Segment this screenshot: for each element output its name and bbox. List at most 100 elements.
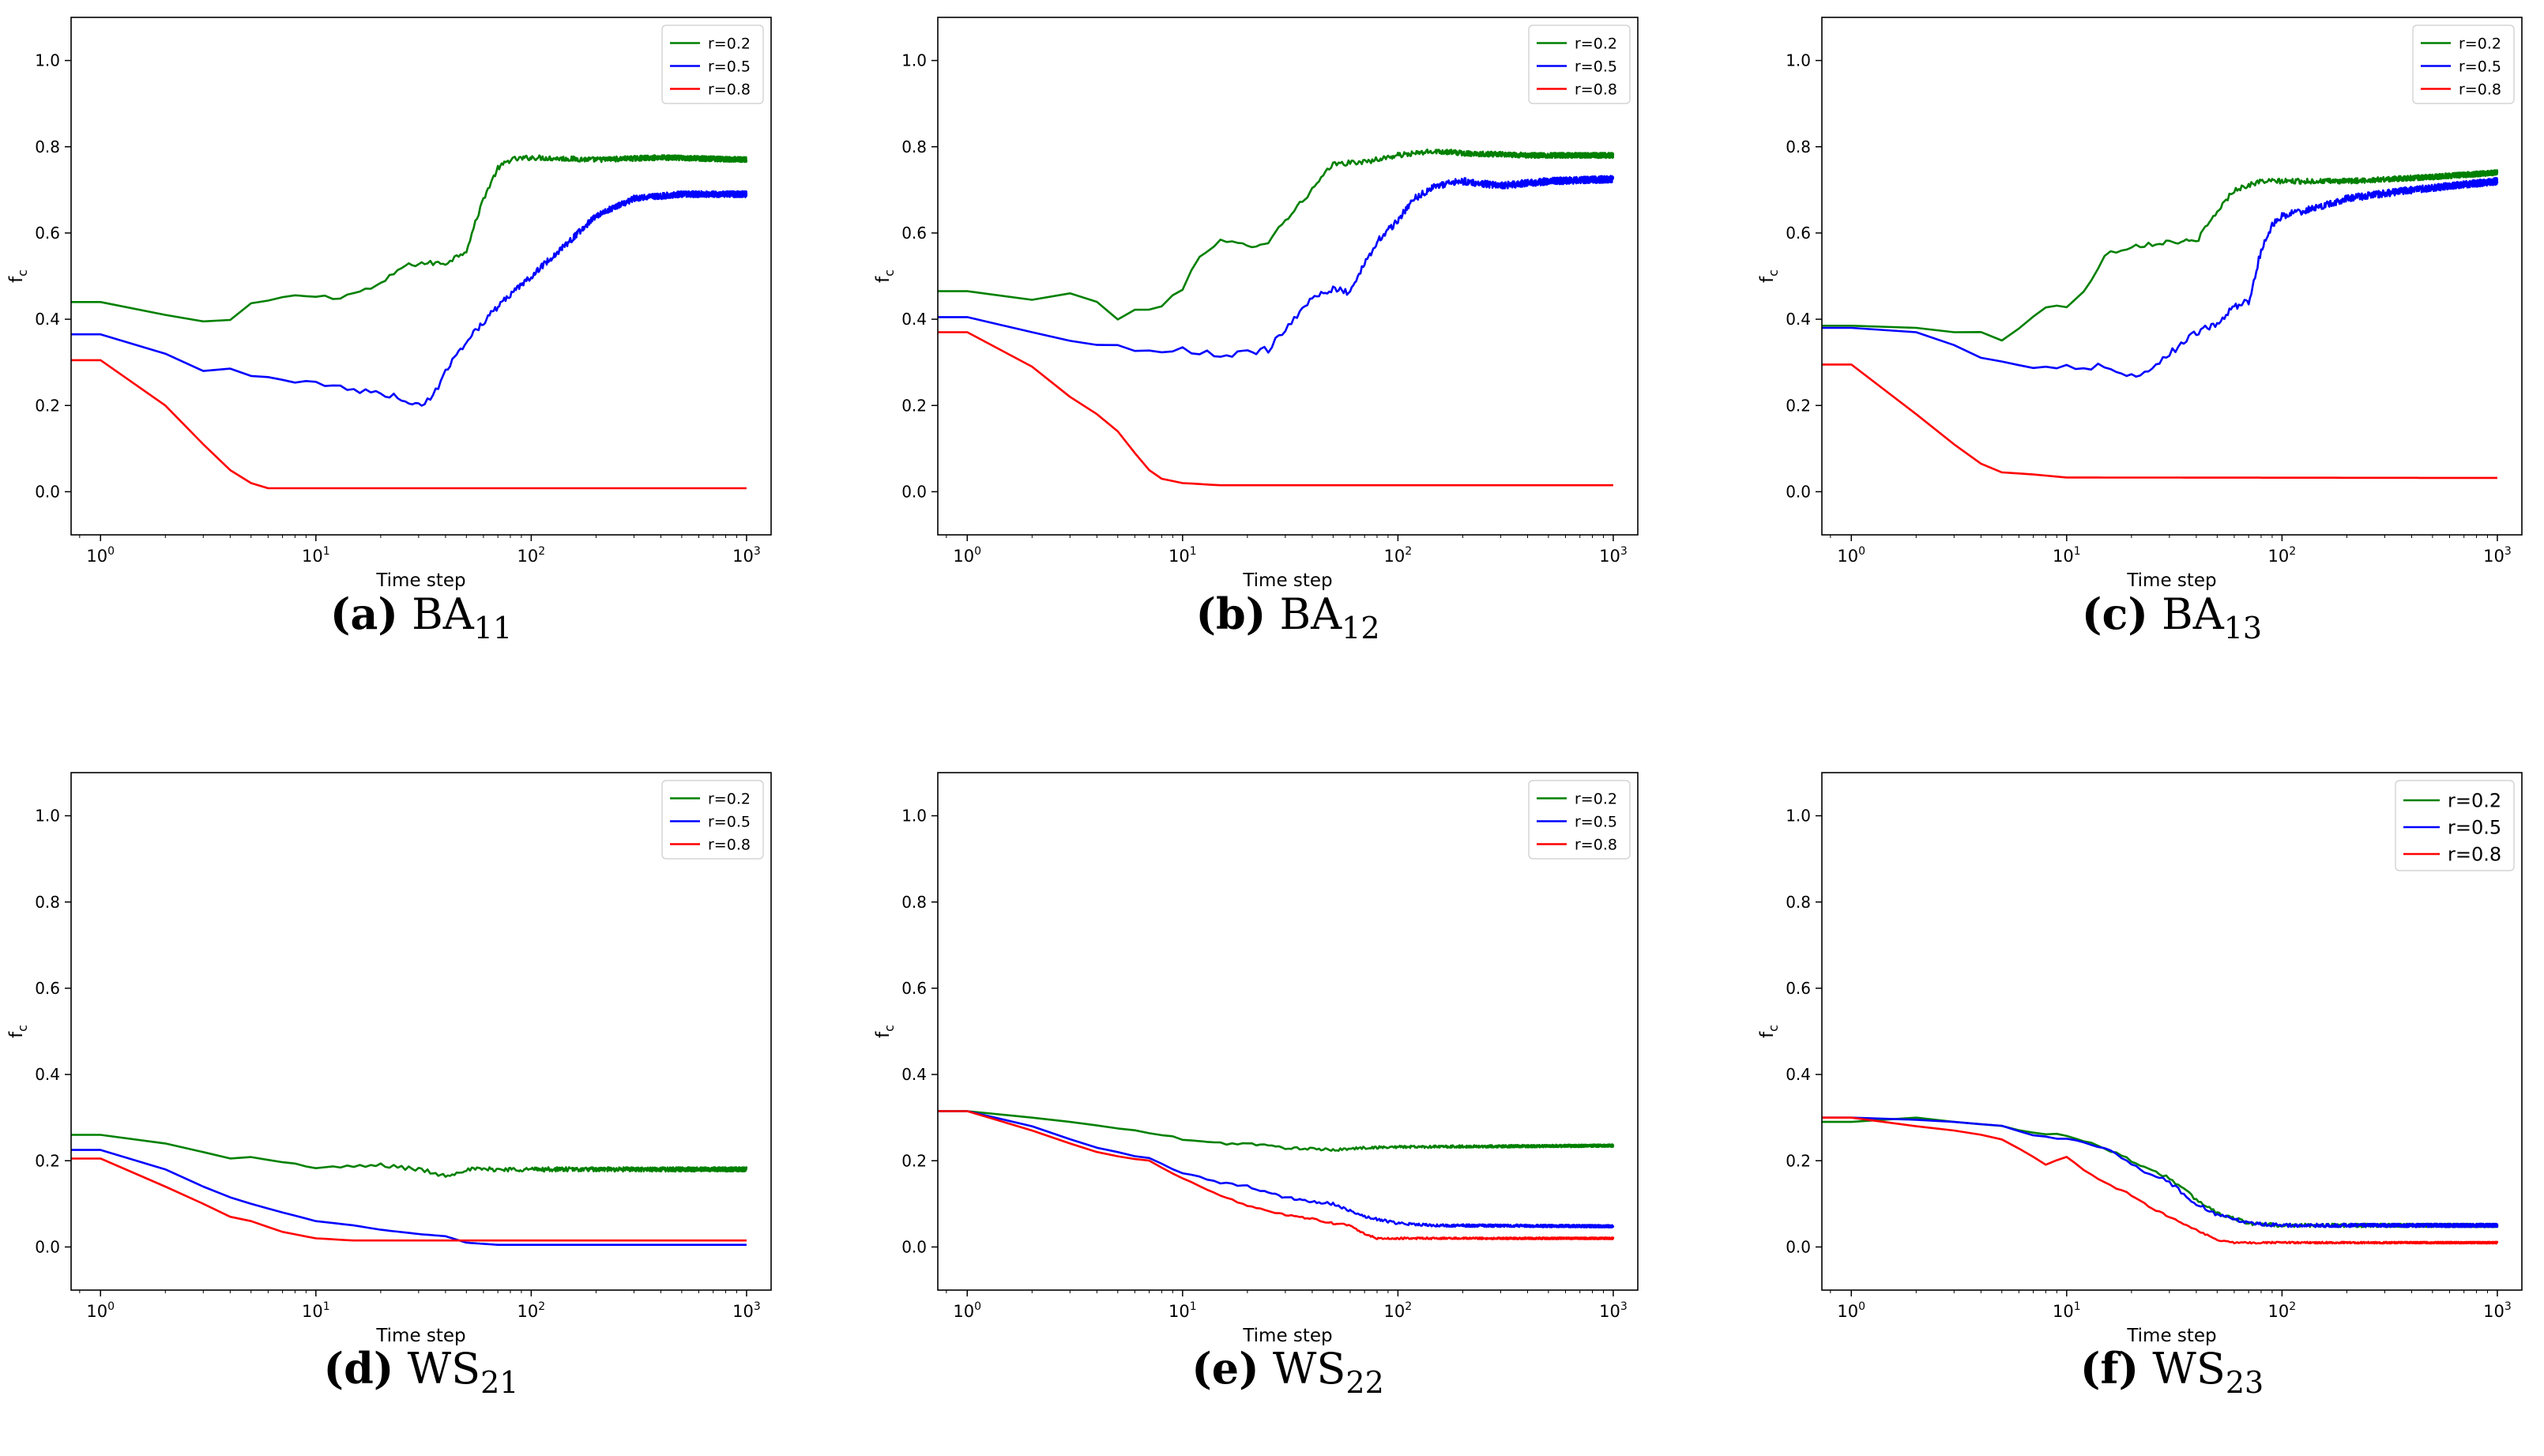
y-tick-label: 0.2: [901, 1151, 927, 1170]
legend-label: r=0.2: [2448, 790, 2501, 812]
legend: r=0.2 r=0.5 r=0.8: [661, 24, 764, 104]
y-tick-label: 0.4: [901, 310, 927, 329]
legend: r=0.2 r=0.5 r=0.8: [2395, 780, 2515, 871]
legend-label: r=0.5: [2459, 58, 2501, 75]
y-axis-label: fc: [873, 269, 897, 283]
y-tick-label: 0.0: [901, 482, 927, 501]
legend-label: r=0.8: [708, 81, 751, 98]
caption-subscript: 21: [480, 1364, 519, 1400]
x-axis-label: Time step: [375, 570, 465, 591]
caption-subscript: 11: [473, 610, 513, 645]
y-tick-label: 0.8: [1786, 137, 1811, 156]
chart-a: 0.0 0.2 0.4 0.6 0.8 1.0 100 101 102 103 Time step f…: [6, 17, 772, 591]
y-tick-label: 0.0: [35, 1237, 60, 1256]
y-tick-label: 1.0: [35, 51, 60, 70]
x-tick-label: 100: [86, 545, 115, 566]
legend-box: [661, 780, 764, 860]
caption-base: BA: [1279, 589, 1342, 639]
x-tick-label: 100: [1837, 1300, 1865, 1321]
caption-e: (e) WS22: [1114, 1343, 1462, 1400]
x-tick-label: 103: [732, 1300, 761, 1321]
legend-label: r=0.2: [1575, 790, 1617, 807]
y-tick-label: 0.4: [1786, 1065, 1811, 1084]
legend: r=0.2 r=0.5 r=0.8: [2412, 24, 2515, 104]
legend-label: r=0.2: [2459, 35, 2501, 52]
series-line-r-0-8: [1822, 1116, 2499, 1245]
x-tick-label: 101: [2053, 1300, 2081, 1321]
y-tick-label: 0.4: [901, 1065, 927, 1084]
x-tick-label: 102: [2268, 545, 2297, 566]
x-tick-label: 101: [2053, 545, 2081, 566]
axes-frame: [70, 17, 772, 536]
y-tick-label: 0.6: [1786, 224, 1811, 243]
caption-label: (d): [323, 1343, 394, 1394]
series-line-r-0-2: [71, 154, 748, 323]
y-tick-label: 1.0: [35, 807, 60, 826]
x-tick-label: 102: [517, 545, 546, 566]
series-line-r-0-2: [71, 1134, 748, 1178]
x-axis-label: Time step: [1242, 570, 1332, 591]
chart-d: 0.0 0.2 0.4 0.6 0.8 1.0 100 101 102 103 Time step f…: [6, 772, 772, 1346]
caption-label: (a): [329, 589, 398, 639]
x-axis-label: Time step: [375, 1326, 465, 1346]
x-tick-label: 102: [2268, 1300, 2297, 1321]
legend-label: r=0.8: [1575, 81, 1617, 98]
caption-base: WS: [1272, 1344, 1346, 1394]
x-tick-label: 102: [1384, 1300, 1413, 1321]
y-tick-label: 0.8: [1786, 893, 1811, 912]
x-tick-label: 101: [302, 545, 330, 566]
x-tick-label: 103: [732, 545, 761, 566]
x-tick-label: 103: [2483, 1300, 2512, 1321]
chart-c: 0.0 0.2 0.4 0.6 0.8 1.0 100 101 102 103 Time step f…: [1757, 17, 2523, 591]
x-tick-label: 102: [1384, 545, 1413, 566]
legend-label: r=0.8: [708, 836, 751, 853]
caption-subscript: 23: [2225, 1364, 2264, 1400]
x-tick-label: 103: [2483, 545, 2512, 566]
legend: r=0.2 r=0.5 r=0.8: [661, 780, 764, 860]
legend-box: [2412, 24, 2515, 104]
y-tick-label: 0.8: [901, 893, 927, 912]
x-tick-label: 101: [1169, 545, 1197, 566]
legend-box: [1528, 780, 1631, 860]
series-line-r-0-5: [1822, 177, 2499, 378]
series-line-r-0-8: [71, 1157, 748, 1242]
y-tick-label: 0.4: [35, 1065, 60, 1084]
y-tick-label: 1.0: [1786, 807, 1811, 826]
caption-label: (b): [1195, 589, 1266, 639]
caption-base: WS: [2152, 1344, 2226, 1394]
legend-label: r=0.5: [708, 58, 751, 75]
y-tick-label: 0.4: [1786, 310, 1811, 329]
y-axis-label: fc: [6, 269, 30, 283]
y-tick-label: 0.2: [1786, 396, 1811, 415]
y-tick-label: 1.0: [1786, 51, 1811, 70]
caption-base: BA: [412, 589, 474, 639]
caption-f: (f) WS23: [1998, 1343, 2346, 1400]
series-line-r-0-8: [71, 359, 748, 490]
chart-f: 0.0 0.2 0.4 0.6 0.8 1.0 100 101 102 103 Time step f…: [1757, 772, 2523, 1346]
x-tick-label: 103: [1599, 1300, 1628, 1321]
y-tick-label: 0.6: [901, 224, 927, 243]
y-axis-label: fc: [1757, 1025, 1781, 1038]
axes-frame: [937, 17, 1639, 536]
series-line-r-0-5: [71, 1149, 748, 1246]
legend-label: r=0.8: [1575, 836, 1617, 853]
series-line-r-0-2: [938, 149, 1615, 321]
legend: r=0.2 r=0.5 r=0.8: [1528, 24, 1631, 104]
y-tick-label: 1.0: [901, 807, 927, 826]
caption-label: (f): [2079, 1343, 2139, 1394]
chart-e: 0.0 0.2 0.4 0.6 0.8 1.0 100 101 102 103 Time step f…: [873, 772, 1639, 1346]
y-tick-label: 0.2: [1786, 1151, 1811, 1170]
legend-box: [661, 24, 764, 104]
caption-b: (b) BA12: [1114, 589, 1462, 645]
legend-label: r=0.5: [708, 813, 751, 830]
caption-base: WS: [407, 1344, 481, 1394]
x-axis-label: Time step: [2126, 1326, 2216, 1346]
caption-subscript: 13: [2223, 610, 2263, 645]
x-tick-label: 100: [1837, 545, 1865, 566]
y-tick-label: 0.2: [35, 1151, 60, 1170]
x-tick-label: 100: [953, 1300, 981, 1321]
series-line-r-0-8: [938, 1110, 1615, 1240]
legend-label: r=0.5: [1575, 58, 1617, 75]
legend-label: r=0.2: [708, 790, 751, 807]
